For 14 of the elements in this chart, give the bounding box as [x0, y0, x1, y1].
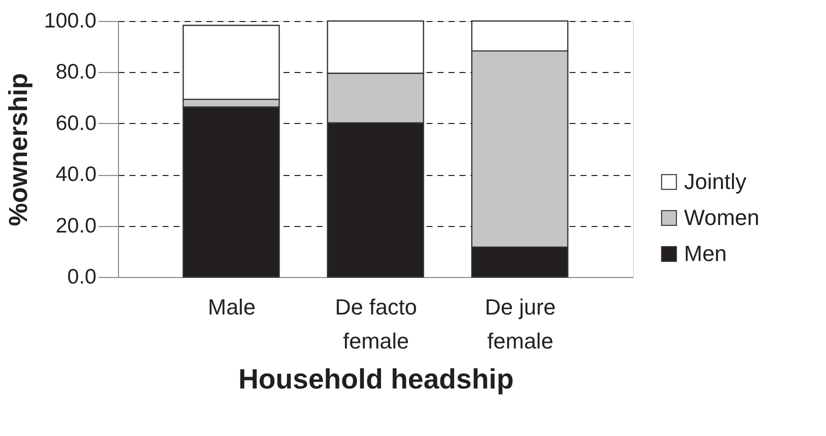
y-axis-title: %ownership	[2, 72, 33, 226]
y-tick-label: 80.0	[56, 60, 96, 84]
y-tick-label: 20.0	[56, 214, 96, 238]
y-tick-label: 60.0	[56, 112, 96, 135]
x-tick-label: De jure female	[484, 294, 556, 354]
x-tick-label: Male	[208, 294, 256, 320]
y-tick-label: 0.0	[67, 266, 96, 288]
y-tick-label: 40.0	[56, 163, 96, 186]
legend-label: Jointly	[684, 169, 746, 194]
legend-label: Men	[684, 241, 727, 266]
x-tick-label: De facto female	[335, 294, 417, 354]
y-tick-label: 100.0	[44, 10, 96, 32]
x-axis-title: Household headship	[238, 364, 514, 394]
legend-label: Women	[684, 205, 760, 230]
